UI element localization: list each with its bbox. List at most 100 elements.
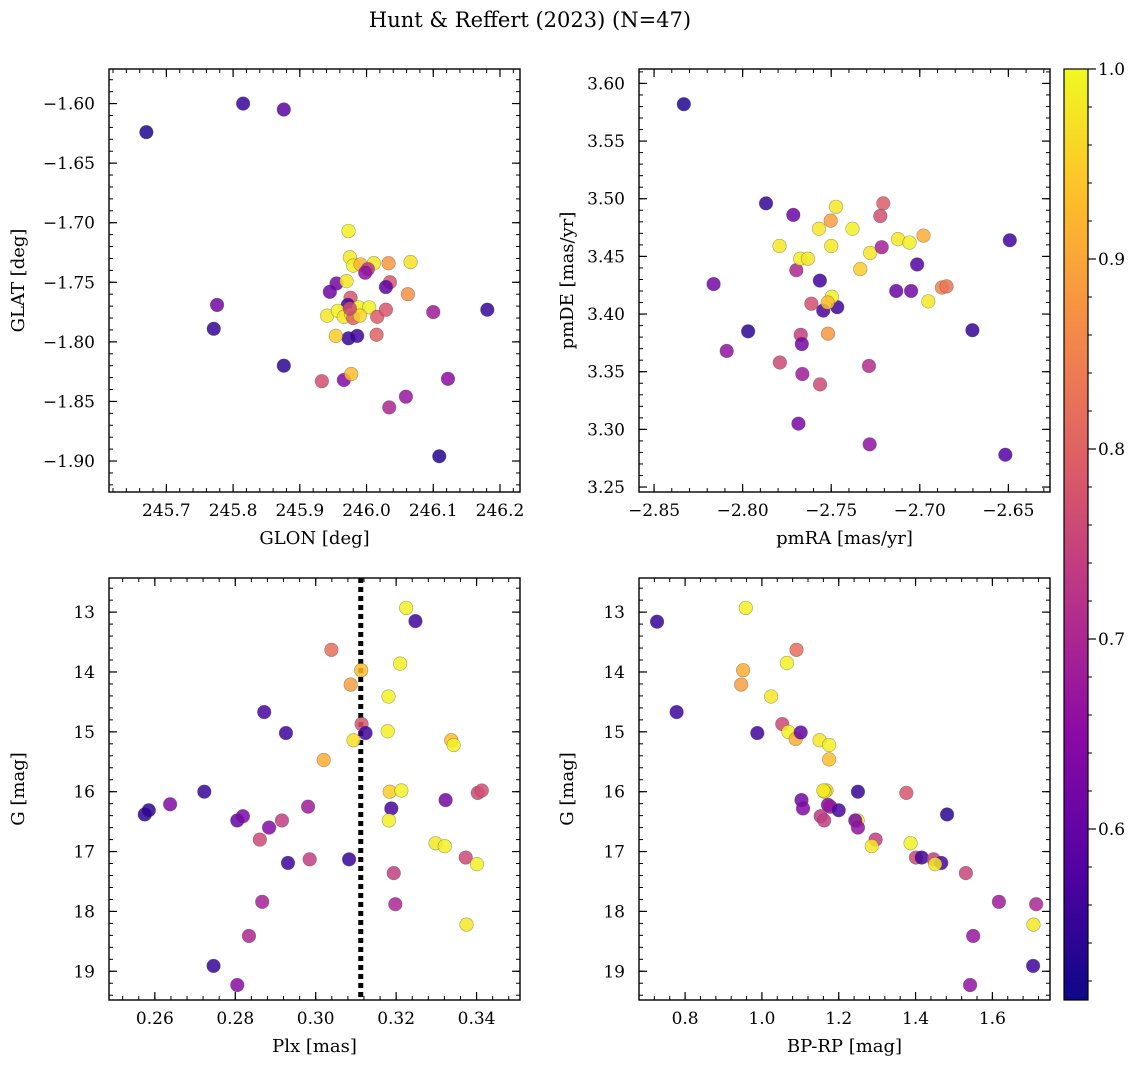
x-tick-label: 246.1	[409, 501, 458, 521]
data-point	[278, 725, 294, 741]
x-tick-label: 245.7	[142, 501, 191, 521]
y-tick-label: −1.75	[43, 273, 95, 293]
data-point	[255, 894, 270, 909]
figure-title: Hunt & Reffert (2023) (N=47)	[369, 8, 691, 32]
data-point	[1029, 897, 1044, 912]
data-point	[811, 221, 827, 236]
data-point	[823, 213, 838, 228]
data-point	[206, 958, 221, 973]
data-point	[241, 928, 257, 944]
data-point	[480, 302, 495, 317]
data-point	[346, 733, 361, 748]
data-point	[426, 304, 441, 320]
data-point	[916, 228, 931, 243]
data-point	[828, 199, 844, 214]
y-tick-label: 13	[73, 603, 95, 623]
y-tick-label: 3.50	[587, 190, 625, 210]
data-point	[889, 283, 904, 299]
x-tick-label: 0.8	[672, 1009, 699, 1029]
data-point	[676, 97, 691, 112]
y-axis-label: G [mag]	[557, 752, 578, 825]
data-point	[735, 663, 751, 678]
y-tick-label: −1.70	[43, 214, 95, 234]
y-tick-label: 3.35	[587, 363, 625, 383]
y-tick-label: 18	[603, 902, 625, 922]
x-axis-label: GLON [deg]	[259, 528, 369, 549]
x-tick-label: −2.70	[894, 501, 946, 521]
data-point	[876, 196, 891, 211]
data-point	[380, 724, 395, 739]
x-tick-label: 246.0	[342, 501, 391, 521]
x-tick-label: −2.85	[628, 501, 680, 521]
data-point	[719, 343, 734, 359]
data-point	[324, 642, 339, 657]
data-point	[939, 279, 954, 294]
data-point	[800, 251, 816, 266]
y-tick-label: −1.60	[43, 95, 95, 115]
colorbar-tick-label: 0.7	[1098, 630, 1125, 650]
data-point	[850, 820, 866, 835]
y-tick-label: −1.80	[43, 333, 95, 353]
data-point	[369, 327, 384, 342]
data-point	[378, 279, 393, 295]
x-tick-label: 0.30	[297, 1009, 335, 1029]
data-point	[384, 801, 399, 816]
y-tick-label: 17	[603, 843, 625, 863]
data-point	[236, 96, 251, 111]
y-tick-label: 3.60	[587, 74, 625, 94]
data-point	[958, 866, 973, 881]
data-point	[1002, 233, 1017, 248]
data-point	[257, 704, 272, 720]
y-axis-label: GLAT [deg]	[8, 229, 29, 333]
data-point	[812, 377, 828, 392]
colorbar: 0.6 0.7 0.8 0.9 1.0	[1063, 60, 1125, 1001]
y-axis-label: pmDE [mas/yr]	[557, 212, 578, 350]
data-point	[822, 737, 837, 753]
data-point	[772, 355, 787, 370]
data-point	[235, 809, 251, 824]
y-tick-label: 16	[603, 783, 625, 803]
data-point	[459, 917, 474, 932]
data-point	[822, 752, 837, 767]
data-point	[791, 416, 806, 431]
x-tick-label: 1.0	[748, 1009, 775, 1029]
data-point	[965, 323, 980, 338]
y-tick-label: 3.30	[587, 420, 625, 440]
data-point	[252, 832, 267, 847]
data-point	[381, 689, 396, 704]
data-point	[141, 803, 156, 818]
data-point	[899, 785, 914, 800]
data-point	[820, 295, 835, 310]
data-point	[316, 752, 331, 768]
data-point	[850, 784, 866, 799]
data-point	[939, 807, 955, 822]
data-point	[230, 977, 245, 993]
data-point	[831, 803, 846, 818]
data-point	[649, 614, 665, 629]
data-point	[280, 855, 296, 871]
panel-pmra-pmde: −2.85 −2.80 −2.75 −2.70 −2.65 3.25 3.30 3.35 3.4…	[557, 68, 1051, 549]
data-point	[914, 850, 929, 865]
data-point	[399, 600, 414, 616]
y-tick-label: 3.25	[587, 478, 625, 498]
axes-frame	[108, 577, 521, 1001]
data-point	[393, 656, 408, 671]
data-point	[276, 358, 291, 373]
data-point	[795, 801, 811, 816]
data-point	[474, 783, 489, 798]
data-point	[816, 783, 831, 798]
data-point	[863, 245, 878, 261]
data-point	[706, 276, 721, 292]
data-point	[741, 324, 756, 339]
plot-area	[639, 578, 1050, 1000]
axes-frame	[108, 68, 521, 493]
data-point	[343, 677, 358, 692]
data-point	[794, 336, 809, 352]
data-point	[469, 857, 485, 872]
data-point	[853, 261, 868, 277]
data-point	[904, 283, 919, 299]
y-tick-label: 3.45	[587, 247, 625, 267]
y-tick-label: 19	[73, 962, 95, 982]
colorbar-tick-label: 0.8	[1098, 440, 1125, 460]
data-point	[824, 238, 839, 254]
